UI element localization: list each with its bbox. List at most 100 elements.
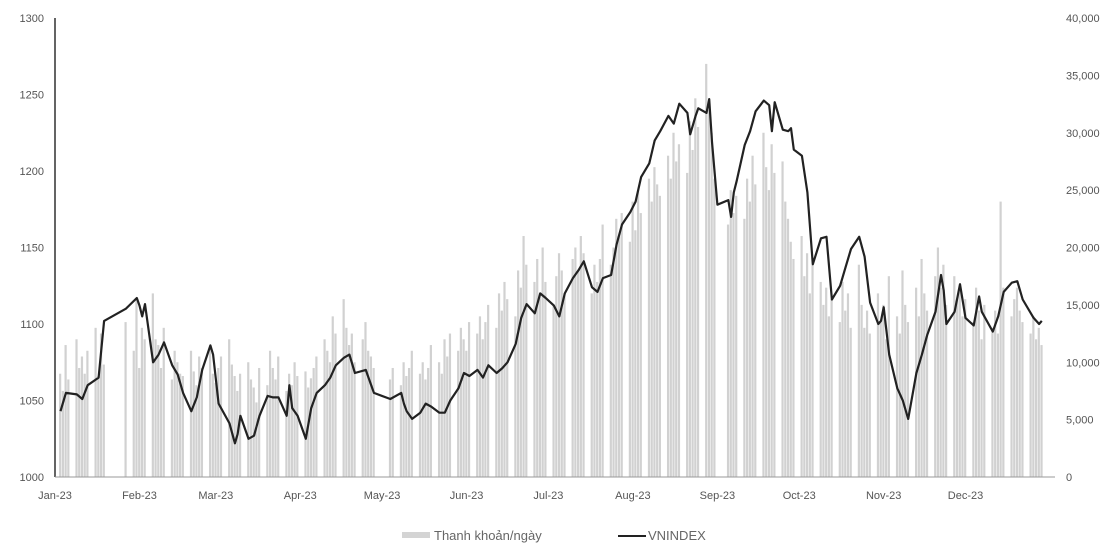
liquidity-bar — [162, 327, 165, 477]
liquidity-bar — [467, 322, 471, 477]
liquidity-bar — [189, 350, 193, 477]
liquidity-bar — [195, 385, 198, 477]
liquidity-bar — [770, 144, 773, 478]
x-tick-label: Jun-23 — [450, 490, 484, 502]
liquidity-bar — [544, 281, 547, 477]
liquidity-bar — [958, 287, 961, 477]
left-tick-label: 1150 — [20, 243, 44, 255]
legend-liquidity-label: Thanh khoản/ngày — [434, 528, 542, 543]
liquidity-bar — [143, 339, 146, 477]
liquidity-bar — [525, 264, 528, 477]
liquidity-bar — [230, 364, 233, 477]
liquidity-bar — [192, 371, 195, 477]
liquidity-bar — [538, 293, 542, 477]
liquidity-bar — [915, 287, 918, 477]
liquidity-bar — [1013, 299, 1016, 477]
liquidity-bar — [522, 236, 525, 477]
liquidity-bar — [67, 379, 70, 477]
liquidity-bar — [996, 333, 1000, 477]
x-tick-label: Sep-23 — [700, 490, 735, 502]
liquidity-bar — [751, 155, 754, 477]
right-tick-label: 10,000 — [1066, 357, 1100, 369]
x-tick-label: Feb-23 — [122, 490, 157, 502]
liquidity-bar — [743, 218, 746, 477]
liquidity-bar — [285, 390, 288, 477]
liquidity-bar — [427, 367, 430, 477]
liquidity-bar — [705, 63, 708, 478]
liquidity-bar — [135, 299, 138, 477]
liquidity-bar — [729, 190, 732, 478]
liquidity-bar — [517, 270, 520, 477]
liquidity-bar — [1021, 322, 1024, 477]
x-tick-label: Aug-23 — [615, 490, 650, 502]
liquidity-bar — [735, 195, 738, 478]
liquidity-bar — [481, 339, 484, 477]
liquidity-bar — [876, 293, 880, 477]
liquidity-bar — [675, 161, 678, 477]
liquidity-bar — [364, 322, 367, 477]
vnindex-line — [59, 98, 1043, 445]
liquidity-bar — [819, 281, 822, 477]
liquidity-bar — [579, 236, 582, 477]
liquidity-bar — [557, 253, 561, 477]
liquidity-bar — [514, 316, 517, 477]
liquidity-bar — [170, 379, 174, 477]
liquidity-bar — [1018, 310, 1021, 477]
liquidity-bar — [666, 155, 670, 477]
liquidity-bar — [773, 172, 776, 477]
liquidity-bar — [437, 362, 441, 477]
liquidity-bar — [980, 339, 983, 477]
x-tick-label: Jan-23 — [38, 490, 72, 502]
liquidity-bar — [249, 379, 253, 477]
liquidity-bar — [726, 224, 730, 477]
liquidity-bar — [99, 333, 103, 477]
liquidity-bar — [495, 327, 498, 477]
liquidity-bar — [844, 310, 847, 477]
liquidity-bar — [805, 253, 809, 477]
liquidity-bar — [647, 178, 651, 477]
liquidity-bar — [901, 270, 904, 477]
liquidity-bar — [560, 270, 563, 477]
liquidity-bar — [519, 287, 522, 477]
liquidity-bar — [879, 322, 882, 477]
liquidity-bar — [934, 276, 937, 477]
liquidity-bar — [75, 339, 78, 477]
liquidity-bar — [991, 327, 994, 477]
liquidity-bar — [399, 385, 403, 477]
liquidity-bar — [617, 236, 621, 477]
liquidity-bar — [631, 201, 634, 477]
liquidity-bar — [64, 345, 67, 477]
liquidity-bar — [1029, 333, 1032, 477]
liquidity-bar — [601, 224, 604, 477]
x-tick-label: Dec-23 — [948, 490, 983, 502]
left-tick-label: 1200 — [20, 166, 44, 178]
liquidity-bar — [448, 333, 452, 477]
liquidity-bar — [732, 213, 735, 477]
liquidity-bar — [506, 299, 509, 477]
liquidity-bar — [863, 327, 866, 477]
liquidity-bar — [955, 299, 959, 477]
liquidity-bar — [972, 322, 975, 477]
liquidity-bar — [577, 270, 580, 477]
liquidity-bar — [964, 299, 967, 477]
liquidity-bar — [429, 345, 432, 477]
liquidity-bar — [849, 327, 852, 477]
liquidity-bar — [677, 144, 681, 478]
liquidity-bar — [345, 327, 348, 477]
liquidity-bar — [151, 293, 154, 477]
left-tick-label: 1050 — [20, 396, 44, 408]
liquidity-bar — [198, 356, 201, 477]
liquidity-bar — [882, 304, 885, 478]
liquidity-bar — [159, 367, 163, 477]
liquidity-bar — [478, 316, 482, 477]
liquidity-bar — [457, 350, 460, 477]
right-tick-label: 35,000 — [1066, 70, 1100, 82]
liquidity-bar — [421, 362, 424, 477]
liquidity-bar — [936, 247, 940, 477]
liquidity-bar — [266, 385, 269, 477]
liquidity-bar — [418, 373, 422, 477]
right-tick-label: 20,000 — [1066, 243, 1100, 255]
liquidity-bar — [440, 373, 443, 477]
liquidity-bar — [132, 350, 135, 477]
